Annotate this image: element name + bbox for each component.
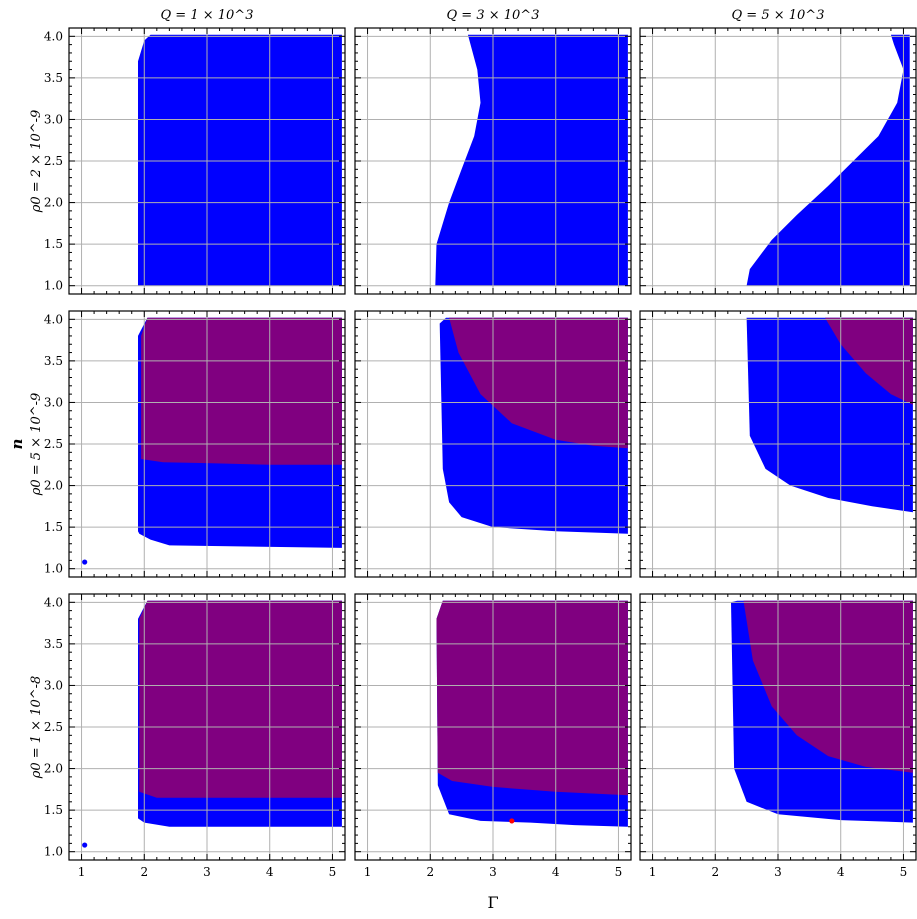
x-tick-label: 3 xyxy=(203,865,211,879)
y-tick-label: 2.0 xyxy=(44,762,63,776)
y-tick-label: 4.0 xyxy=(44,595,63,609)
x-tick-label: 4 xyxy=(837,865,845,879)
y-tick-label: 2.5 xyxy=(44,720,63,734)
grid xyxy=(355,594,631,860)
y-tick-label: 3.0 xyxy=(44,678,63,692)
y-tick-label: 1.0 xyxy=(44,845,63,859)
ticks xyxy=(639,594,917,860)
grid xyxy=(640,28,916,294)
grid xyxy=(355,28,631,294)
purple-region xyxy=(139,600,342,798)
y-tick-label: 3.0 xyxy=(44,395,63,409)
x-tick-label: 3 xyxy=(774,865,782,879)
grid xyxy=(355,311,631,577)
panel-r1-c3 xyxy=(639,27,917,295)
panel-r1-c2 xyxy=(354,27,632,295)
x-tick-label: 2 xyxy=(140,865,148,879)
grid xyxy=(69,28,345,294)
y-tick-label: 3.5 xyxy=(44,71,63,85)
blue-point xyxy=(82,559,88,565)
panel-r2-c1: 1.0 1.5 2.0 2.5 3.0 3.5 4.0 xyxy=(44,310,346,578)
ticks xyxy=(354,594,632,860)
x-tick-label: 5 xyxy=(329,865,337,879)
y-tick-label: 3.0 xyxy=(44,112,63,126)
y-tick-label: 1.0 xyxy=(44,279,63,293)
blue-region xyxy=(746,34,910,286)
panel-r3-c2: 1 2 3 4 5 xyxy=(354,593,632,879)
purple-region xyxy=(141,317,342,465)
x-tick-label: 5 xyxy=(615,865,623,879)
ticks xyxy=(68,28,346,294)
y-tick-label: 2.5 xyxy=(44,437,63,451)
row-label-1: ρ0 = 2 × 10^-9 xyxy=(29,110,44,214)
purple-region xyxy=(449,317,628,449)
panel-r1-c1: 1.0 1.5 2.0 2.5 3.0 3.5 4.0 xyxy=(44,27,346,295)
grid xyxy=(69,311,345,577)
y-axis-label: n xyxy=(8,439,26,450)
ticks xyxy=(639,28,917,294)
x-tick-label: 2 xyxy=(711,865,719,879)
column-title-1: Q = 1 × 10^3 xyxy=(161,8,254,23)
ticks xyxy=(639,311,917,577)
blue-point xyxy=(82,842,88,848)
y-tick-label: 2.0 xyxy=(44,479,63,493)
panel-r3-c3: 1 2 3 4 5 xyxy=(639,593,917,879)
y-tick-label: 4.0 xyxy=(44,29,63,43)
x-tick-label: 1 xyxy=(78,865,86,879)
blue-region xyxy=(138,34,342,286)
ticks xyxy=(68,311,346,577)
grid xyxy=(69,594,345,860)
x-axis-label: Γ xyxy=(487,893,498,912)
y-tick-label: 3.5 xyxy=(44,637,63,651)
ticks xyxy=(354,28,632,294)
y-tick-label: 2.5 xyxy=(44,154,63,168)
row-label-2: ρ0 = 5 × 10^-9 xyxy=(29,393,44,497)
panel-r2-c3 xyxy=(639,310,917,578)
y-tick-label: 2.0 xyxy=(44,196,63,210)
x-tick-label: 4 xyxy=(552,865,560,879)
x-tick-label: 2 xyxy=(426,865,434,879)
column-title-3: Q = 5 × 10^3 xyxy=(732,8,825,23)
panel-r3-c1: 1.0 1.5 2.0 2.5 3.0 3.5 4.0 1 2 3 4 5 xyxy=(44,593,346,879)
ticks xyxy=(68,594,346,860)
y-tick-label: 1.5 xyxy=(44,520,63,534)
row-label-3: ρ0 = 1 × 10^-8 xyxy=(29,676,44,780)
y-tick-label: 1.5 xyxy=(44,803,63,817)
x-tick-label: 1 xyxy=(364,865,372,879)
x-tick-label: 4 xyxy=(266,865,274,879)
y-tick-label: 4.0 xyxy=(44,312,63,326)
column-title-2: Q = 3 × 10^3 xyxy=(447,8,540,23)
x-tick-label: 5 xyxy=(900,865,908,879)
grid xyxy=(640,311,916,577)
panel-r2-c2 xyxy=(354,310,632,578)
blue-region xyxy=(435,34,628,286)
x-tick-label: 1 xyxy=(649,865,657,879)
purple-region xyxy=(436,600,628,796)
y-tick-label: 3.5 xyxy=(44,354,63,368)
y-tick-label: 1.0 xyxy=(44,562,63,576)
x-tick-label: 3 xyxy=(489,865,497,879)
ticks xyxy=(354,311,632,577)
red-point xyxy=(509,818,515,824)
panels-grid: 1.0 1.5 2.0 2.5 3.0 3.5 4.0 1.0 1.5 2.0 2.5 3.0 3.5 4… xyxy=(44,27,917,879)
grid xyxy=(640,594,916,860)
y-tick-label: 1.5 xyxy=(44,237,63,251)
